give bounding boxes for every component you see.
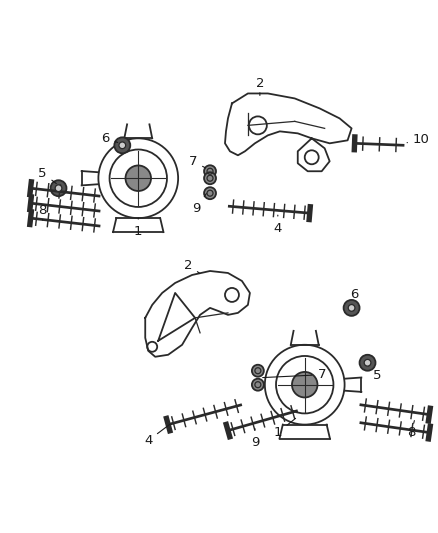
Circle shape <box>360 355 375 371</box>
Circle shape <box>126 165 151 191</box>
Text: 5: 5 <box>367 365 382 382</box>
Circle shape <box>204 187 216 199</box>
Text: 4: 4 <box>144 424 170 447</box>
Text: 6: 6 <box>101 132 118 145</box>
Circle shape <box>204 172 216 184</box>
Text: 2: 2 <box>256 77 264 95</box>
Circle shape <box>119 142 126 149</box>
Circle shape <box>50 180 67 196</box>
Text: 8: 8 <box>39 204 47 220</box>
Circle shape <box>252 379 264 391</box>
Text: 1: 1 <box>274 418 296 439</box>
Text: 6: 6 <box>350 288 359 306</box>
Circle shape <box>55 185 62 191</box>
Circle shape <box>114 138 130 154</box>
Circle shape <box>292 372 318 398</box>
Text: 5: 5 <box>38 167 57 183</box>
Circle shape <box>364 359 371 366</box>
Text: 7: 7 <box>189 155 205 168</box>
Text: 1: 1 <box>134 218 142 238</box>
Text: 9: 9 <box>251 429 259 449</box>
Text: 4: 4 <box>274 215 282 235</box>
Text: 2: 2 <box>184 259 200 273</box>
Text: 9: 9 <box>192 193 206 215</box>
Text: 8: 8 <box>407 421 416 439</box>
Text: 7: 7 <box>263 368 326 381</box>
Circle shape <box>343 300 360 316</box>
Circle shape <box>204 165 216 177</box>
Text: 10: 10 <box>407 133 430 146</box>
Circle shape <box>348 304 355 311</box>
Circle shape <box>252 365 264 377</box>
